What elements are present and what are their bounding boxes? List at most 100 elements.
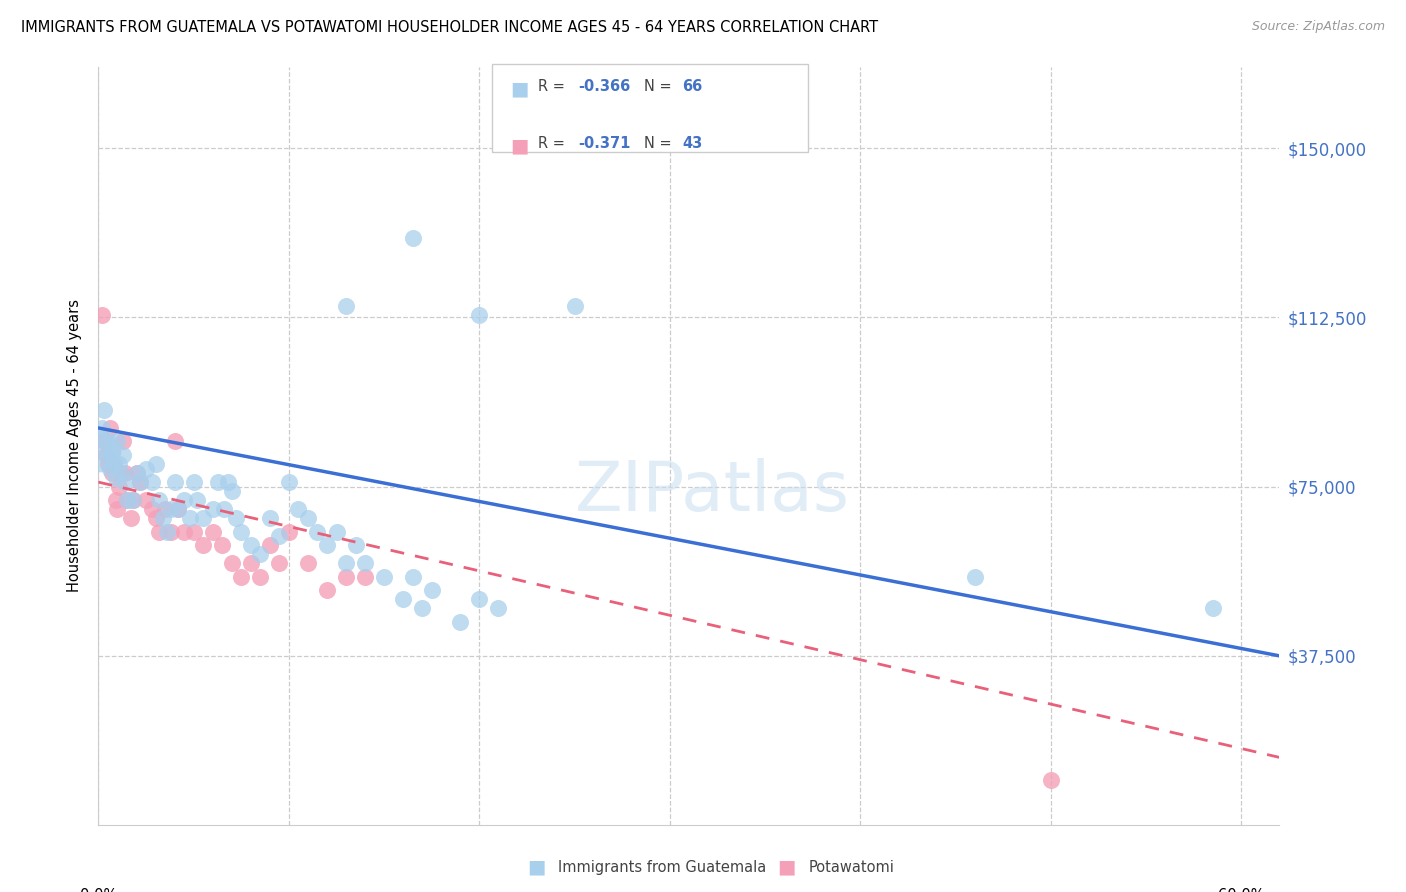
Point — [211, 538, 233, 552]
Point — [221, 557, 243, 571]
Point — [159, 524, 181, 539]
Point — [125, 466, 148, 480]
Point — [173, 493, 195, 508]
Point — [217, 475, 239, 489]
Point — [344, 538, 367, 552]
Point — [183, 475, 205, 489]
Point — [159, 502, 181, 516]
Point — [153, 502, 176, 516]
Point — [112, 434, 135, 449]
Text: 0.0%: 0.0% — [80, 888, 117, 892]
Point — [354, 557, 377, 571]
Point — [167, 502, 190, 516]
Point — [249, 570, 271, 584]
Text: R =: R = — [538, 136, 569, 152]
Point — [103, 457, 125, 471]
Point — [156, 524, 179, 539]
Text: N =: N = — [644, 79, 676, 95]
Point — [94, 448, 117, 462]
Text: 43: 43 — [682, 136, 702, 152]
Point — [468, 592, 491, 607]
Point — [269, 529, 291, 543]
Text: 60.0%: 60.0% — [1218, 888, 1264, 892]
Point — [316, 538, 339, 552]
Point — [110, 466, 132, 480]
Point — [269, 557, 291, 571]
Point — [325, 524, 347, 539]
Point — [173, 524, 195, 539]
Point — [392, 592, 415, 607]
Point — [186, 493, 208, 508]
Text: Source: ZipAtlas.com: Source: ZipAtlas.com — [1251, 20, 1385, 33]
Point — [163, 434, 186, 449]
Point — [207, 475, 229, 489]
Point — [97, 457, 120, 471]
Point — [420, 583, 443, 598]
Point — [225, 511, 247, 525]
Point — [115, 493, 138, 508]
Point — [108, 480, 131, 494]
Point — [963, 570, 986, 584]
Text: ■: ■ — [510, 136, 529, 155]
Point — [231, 570, 253, 584]
Point — [183, 524, 205, 539]
Point — [152, 511, 174, 525]
Point — [297, 511, 319, 525]
Point — [201, 502, 224, 516]
Point — [93, 403, 115, 417]
Point — [89, 443, 111, 458]
Text: N =: N = — [644, 136, 676, 152]
Point — [104, 493, 127, 508]
Point — [91, 421, 114, 435]
Point — [221, 484, 243, 499]
Text: -0.371: -0.371 — [578, 136, 630, 152]
Point — [335, 557, 357, 571]
Point — [100, 466, 122, 480]
Point — [93, 434, 115, 449]
Y-axis label: Householder Income Ages 45 - 64 years: Householder Income Ages 45 - 64 years — [67, 300, 83, 592]
Text: ■: ■ — [778, 857, 796, 877]
Text: 66: 66 — [682, 79, 702, 95]
Point — [120, 511, 142, 525]
Point — [107, 502, 129, 516]
Point — [231, 524, 253, 539]
Text: Potawatomi: Potawatomi — [808, 860, 894, 874]
Point — [110, 466, 132, 480]
Point — [148, 524, 170, 539]
Point — [121, 493, 143, 508]
Point — [135, 461, 157, 475]
Point — [103, 457, 125, 471]
Point — [239, 557, 262, 571]
Point — [259, 538, 281, 552]
Point — [129, 475, 152, 489]
Point — [259, 511, 281, 525]
Point — [94, 434, 117, 449]
Point — [193, 511, 215, 525]
Point — [468, 308, 491, 322]
Text: IMMIGRANTS FROM GUATEMALA VS POTAWATOMI HOUSEHOLDER INCOME AGES 45 - 64 YEARS CO: IMMIGRANTS FROM GUATEMALA VS POTAWATOMI … — [21, 20, 879, 35]
Point — [1039, 772, 1062, 787]
Point — [141, 475, 163, 489]
Point — [316, 583, 339, 598]
Point — [145, 457, 167, 471]
Point — [148, 493, 170, 508]
Point — [167, 502, 190, 516]
Point — [114, 466, 136, 480]
Point — [277, 475, 299, 489]
Point — [411, 601, 433, 615]
Point — [141, 502, 163, 516]
Point — [564, 299, 586, 313]
Point — [307, 524, 329, 539]
Point — [193, 538, 215, 552]
Point — [129, 475, 152, 489]
Point — [287, 502, 309, 516]
Point — [112, 448, 135, 462]
Point — [449, 615, 471, 629]
Point — [107, 434, 129, 449]
Point — [114, 475, 136, 489]
Text: -0.366: -0.366 — [578, 79, 630, 95]
Point — [145, 511, 167, 525]
Point — [1202, 601, 1225, 615]
Point — [163, 475, 186, 489]
Point — [135, 493, 157, 508]
